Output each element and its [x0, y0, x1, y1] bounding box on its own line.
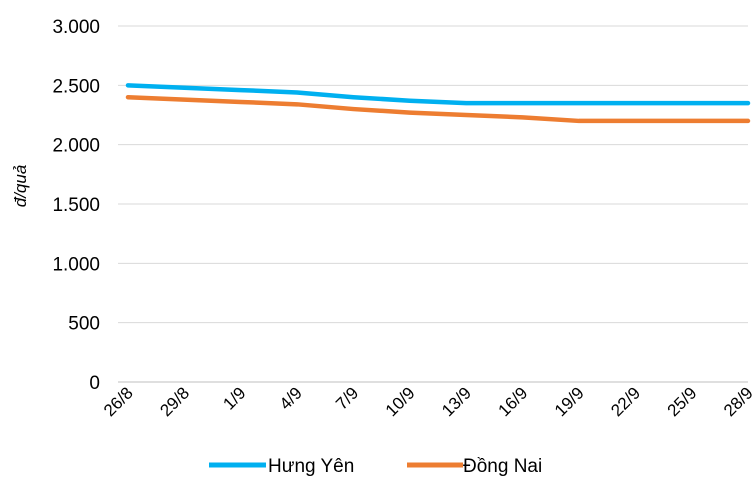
x-tick-label: 13/9	[438, 383, 475, 420]
legend-label-1: Hưng Yên	[268, 456, 354, 477]
y-axis-title: đ/quả	[11, 165, 30, 208]
y-tick-label: 2.000	[52, 136, 100, 157]
y-tick-label: 3.000	[52, 17, 100, 38]
x-tick-label: 10/9	[382, 383, 419, 420]
y-tick-label: 1.000	[52, 254, 100, 275]
x-tick-label: 26/8	[100, 383, 137, 420]
series-line-1	[125, 83, 751, 106]
y-tick-label: 1.500	[52, 195, 100, 216]
x-tick-label: 19/9	[551, 383, 588, 420]
x-tick-label: 16/9	[495, 383, 532, 420]
y-tick-label: 2.500	[52, 76, 100, 97]
y-tick-label: 0	[89, 373, 100, 394]
x-tick-label: 7/9	[332, 383, 362, 413]
x-tick-label: 22/9	[607, 383, 644, 420]
legend-label-2: Đồng Nai	[463, 456, 542, 477]
y-tick-label: 500	[68, 314, 100, 335]
x-tick-label: 1/9	[219, 383, 249, 413]
x-tick-label: 28/9	[720, 383, 752, 420]
x-tick-label: 4/9	[276, 383, 306, 413]
series-line-2	[125, 94, 751, 124]
x-tick-label: 29/8	[156, 383, 193, 420]
x-tick-label: 25/9	[664, 383, 701, 420]
